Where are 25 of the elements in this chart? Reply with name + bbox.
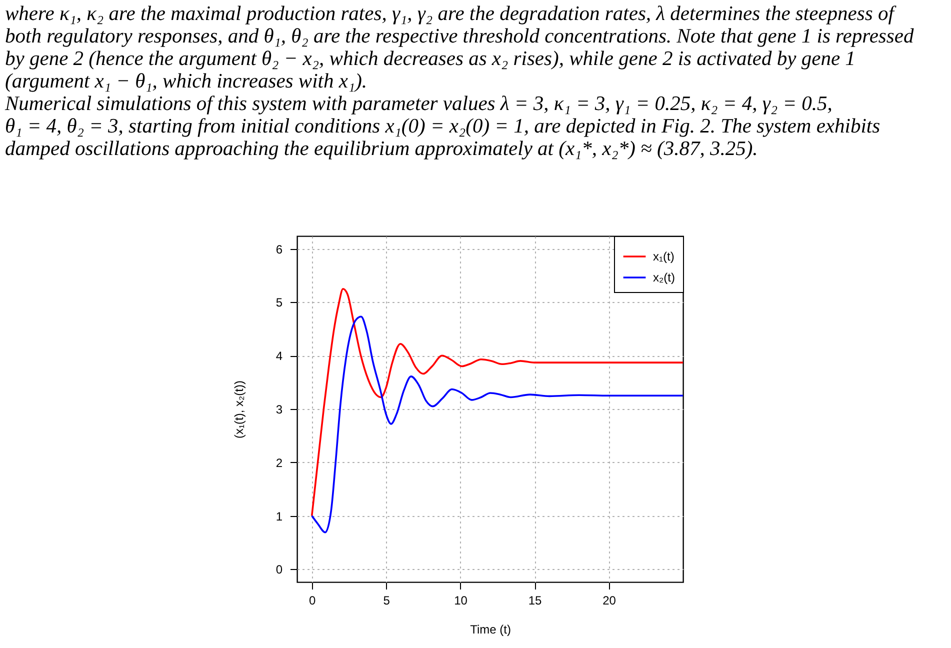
y-tick-label: 1 <box>276 509 283 524</box>
text: by gene 2 (hence the argument θ₂ − x₂, which decreases as x₂ rises), while gene 2 is activated by gene 1 <box>5 48 856 70</box>
line-series <box>310 288 684 517</box>
x-tick-label: 5 <box>383 594 390 608</box>
legend-label: x₂(t) <box>653 270 675 284</box>
y-tick-label: 4 <box>276 349 283 364</box>
x-tick-label: 10 <box>454 594 468 608</box>
legend-label: x₁(t) <box>653 250 674 264</box>
y-axis-title: (x₁(t), x₂(t)) <box>232 380 246 439</box>
text: (argument x₁ − θ₁, which increases with x₁). <box>5 70 368 92</box>
y-tick-label: 0 <box>276 562 283 577</box>
text: both regulatory responses, and θ₁, θ₂ are the respective threshold concentrations. Note that gene 1 is repressed <box>5 26 914 48</box>
x-tick-label: 0 <box>309 594 316 608</box>
text: θ₁ = 4, θ₂ = 3, starting from initial conditions x₁(0) = x₂(0) = 1, are depicted in Fig. 2. The system exhibits <box>5 116 880 138</box>
text: Numerical simulations of this system with parameter values λ = 3, κ₁ = 3, γ₁ = 0.25, κ₂ = 4, γ₂ = 0.5, <box>4 93 832 115</box>
y-tick-label: 6 <box>276 242 283 256</box>
x-tick-label: 20 <box>602 594 616 608</box>
y-tick-label: 2 <box>276 456 283 470</box>
y-tick-label: 5 <box>276 296 283 310</box>
y-tick-label: 3 <box>276 402 283 416</box>
x-tick-label: 15 <box>528 594 542 608</box>
text: damped oscillations approaching the equilibrium approximately at (x₁*, x₂*) ≈ (3.87, 3.25). <box>5 138 758 160</box>
line-series <box>310 316 684 534</box>
x-axis-title: Time (t) <box>470 622 511 636</box>
text: where κ₁, κ₂ are the maximal production rates, γ₁, γ₂ are the degradation rates, λ determines the steepness of <box>5 3 898 25</box>
